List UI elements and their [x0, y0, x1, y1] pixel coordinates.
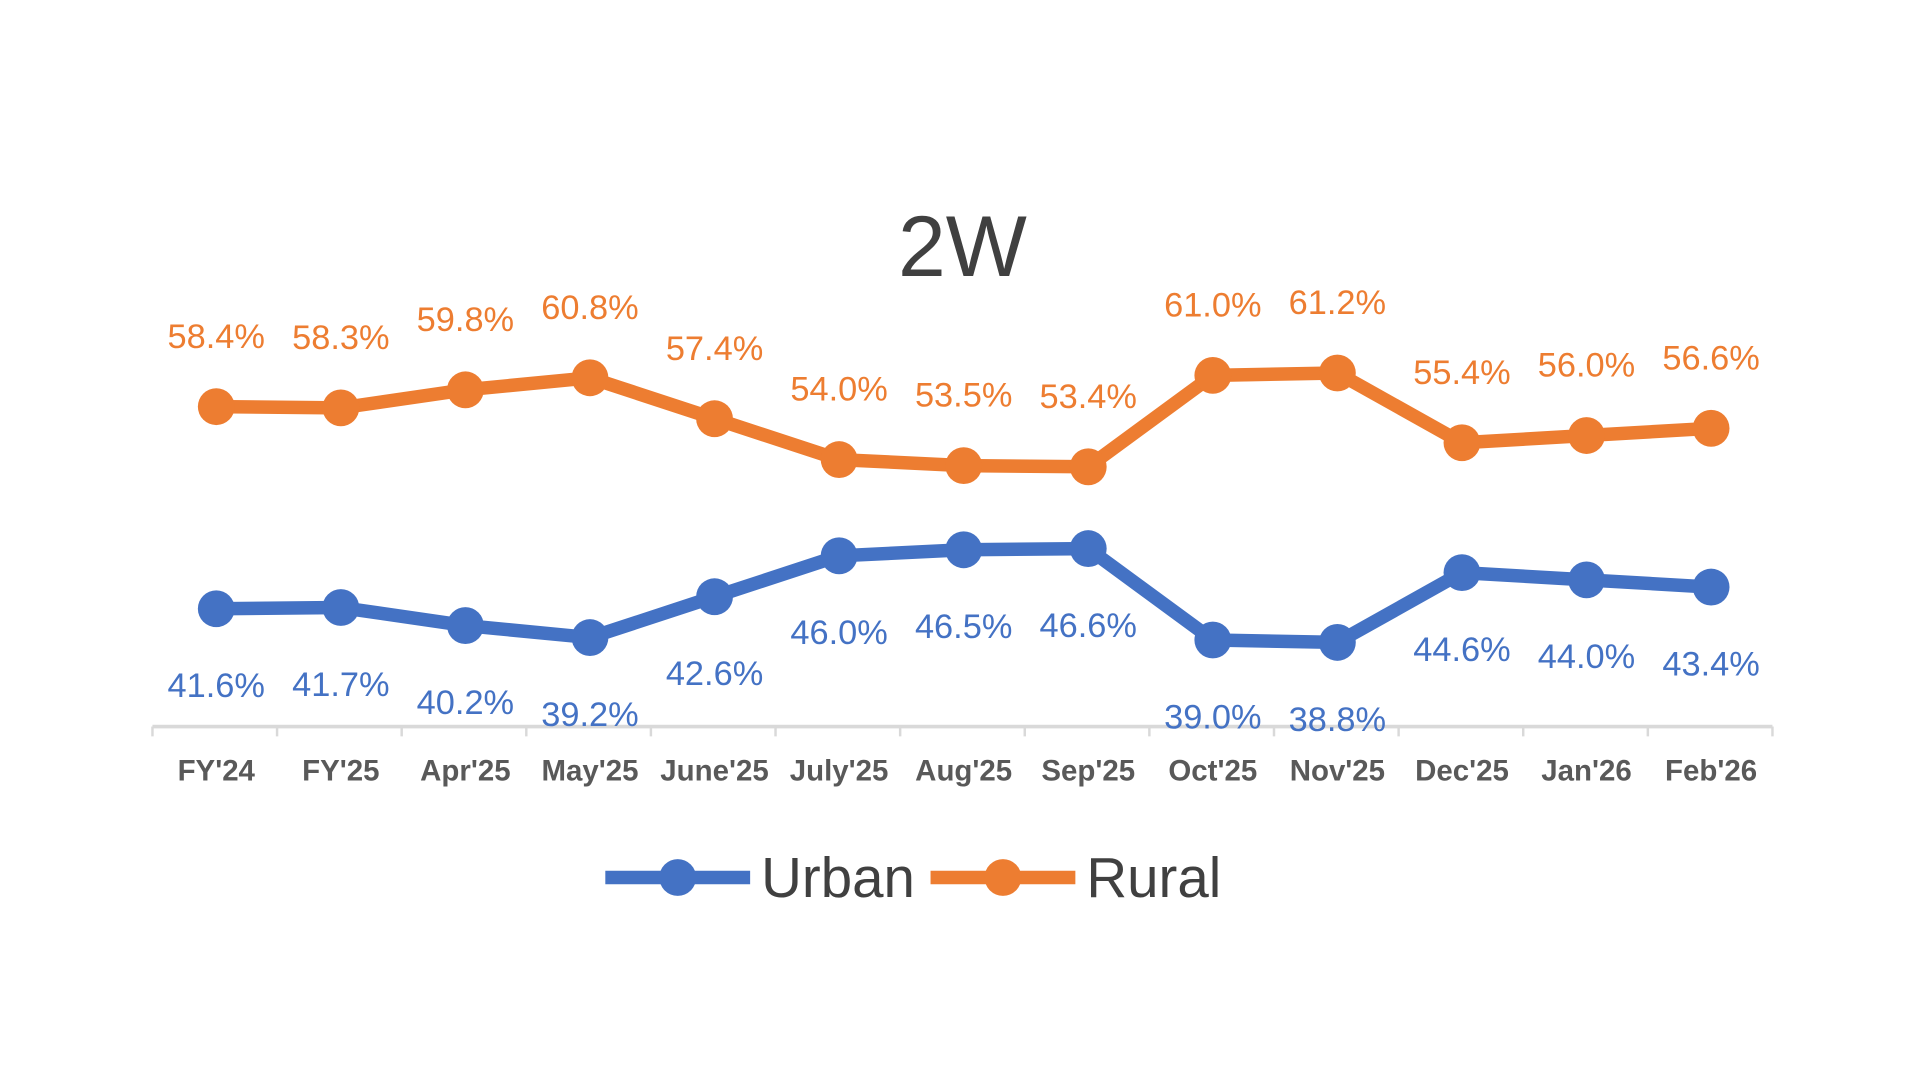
data-point [322, 589, 360, 626]
data-point [820, 441, 858, 478]
data-label: 54.0% [790, 371, 887, 409]
legend-label: Rural [1086, 846, 1221, 909]
data-label: 61.2% [1289, 284, 1386, 322]
data-label: 40.2% [417, 684, 514, 722]
data-label: 46.5% [915, 608, 1012, 646]
data-point [1692, 568, 1730, 606]
data-label: 58.4% [168, 318, 265, 356]
data-point [1692, 409, 1730, 447]
data-point [447, 371, 484, 409]
data-point [696, 400, 733, 438]
x-tick-label: Aug'25 [915, 755, 1012, 788]
x-axis: FY'24 FY'25 Apr'25 May'25 June'25 July'25 Aug'… [151, 724, 1774, 788]
x-tick-label: Jan'26 [1541, 755, 1631, 788]
data-point [820, 537, 858, 575]
x-tick-label: June'25 [660, 755, 768, 788]
data-point [1069, 448, 1107, 486]
data-label: 38.8% [1289, 701, 1386, 739]
data-point [1318, 623, 1356, 661]
data-label: 42.6% [666, 655, 763, 693]
data-point [1318, 354, 1356, 392]
data-point [1443, 554, 1481, 592]
data-label: 39.0% [1164, 698, 1261, 736]
data-label: 43.4% [1662, 645, 1759, 683]
data-label: 56.0% [1538, 347, 1635, 385]
data-label: 44.6% [1413, 631, 1510, 669]
data-label: 41.6% [168, 667, 265, 705]
x-tick-label: May'25 [541, 755, 638, 788]
data-label: 39.2% [541, 696, 638, 734]
data-point [1568, 417, 1605, 454]
x-tick-label: Apr'25 [420, 755, 510, 788]
data-point [1194, 356, 1232, 394]
data-label: 58.3% [292, 319, 389, 357]
data-label: 53.5% [915, 377, 1012, 415]
x-tick-label: FY'25 [302, 755, 379, 788]
x-tick-label: Oct'25 [1168, 755, 1257, 788]
data-point [945, 531, 983, 569]
legend-label: Urban [761, 846, 915, 909]
data-label: 60.8% [541, 289, 638, 327]
data-label: 56.6% [1662, 339, 1759, 377]
data-label: 61.0% [1164, 286, 1261, 324]
x-tick-label: Sep'25 [1041, 755, 1135, 788]
data-label: 55.4% [1413, 354, 1510, 392]
data-label: 53.4% [1040, 378, 1137, 416]
data-point [1443, 424, 1481, 462]
data-label: 41.7% [292, 666, 389, 704]
data-point [1069, 530, 1107, 567]
x-tick-label: Feb'26 [1665, 755, 1757, 788]
data-label: 46.6% [1040, 607, 1137, 645]
data-point [1194, 621, 1232, 659]
legend-item-rural: Rural [930, 846, 1221, 909]
data-point [447, 607, 484, 644]
x-tick-label: FY'24 [178, 755, 256, 788]
series-rural: 58.4% 58.3% 59.8% 60.8% 57.4% 54.0% 53.5% 53.4%… [168, 284, 1760, 486]
data-point [322, 389, 360, 427]
data-label: 59.8% [417, 301, 514, 339]
legend-marker-icon [984, 859, 1022, 896]
x-tick-label: Nov'25 [1290, 755, 1385, 788]
data-point [571, 359, 609, 397]
data-point [945, 447, 983, 485]
x-tick-label: July'25 [790, 755, 889, 788]
data-label: 46.0% [790, 614, 887, 652]
legend: Urban Rural [605, 846, 1221, 909]
chart-title: 2W [898, 199, 1027, 295]
data-point [197, 590, 235, 628]
data-point [197, 388, 235, 426]
data-point [696, 578, 733, 616]
data-label: 57.4% [666, 330, 763, 368]
x-tick-label: Dec'25 [1415, 755, 1509, 788]
legend-marker-icon [659, 859, 697, 896]
data-label: 44.0% [1538, 638, 1635, 676]
data-point [571, 619, 609, 657]
series-urban: 41.6% 41.7% 40.2% 39.2% 42.6% 46.0% 46.5% 46.6%… [168, 530, 1760, 739]
legend-item-urban: Urban [605, 846, 915, 909]
data-point [1568, 561, 1605, 599]
